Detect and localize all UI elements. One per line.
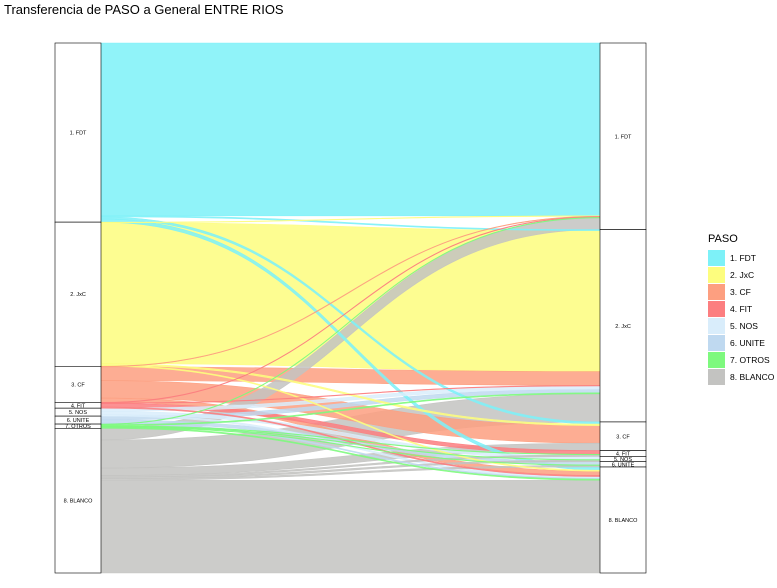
left-stratum-label-5-nos: 5. NOS (69, 410, 87, 416)
legend-label: 8. BLANCO (730, 371, 775, 382)
left-stratum-label-6-unite: 6. UNITE (67, 418, 90, 424)
left-stratum-label-4-fit: 4. FIT (71, 403, 86, 409)
left-stratum-label-1-fdt: 1. FDT (70, 131, 87, 137)
left-stratum-label-3-cf: 3. CF (71, 382, 85, 388)
legend-swatch (708, 266, 725, 283)
legend-label: 1. FDT (730, 252, 756, 263)
left-stratum-1-fdt (54, 42, 102, 223)
legend-item-7-otros: 7. OTROS (708, 351, 774, 368)
legend-swatch (708, 334, 725, 351)
right-stratum-label-6-unite: 6. UNITE (612, 462, 635, 468)
chart-title: Transferencia de PASO a General ENTRE RI… (4, 2, 284, 17)
legend: PASO 1. FDT 2. JxC 3. CF 4. FIT 5. NOS 6. UNI… (708, 233, 774, 385)
legend-label: 2. JxC (730, 269, 755, 280)
legend-swatch (708, 300, 725, 317)
right-stratum-2-jxc (599, 229, 647, 423)
right-stratum-label-2-jxc: 2. JxC (615, 324, 631, 330)
legend-swatch (708, 317, 725, 334)
right-stratum-1-fdt (599, 42, 647, 230)
left-stratum-label-8-blanco: 8. BLANCO (64, 499, 93, 505)
left-stratum-2-jxc (54, 221, 102, 367)
legend-item-3-cf: 3. CF (708, 283, 774, 300)
right-stratum-8-blanco (599, 466, 647, 574)
flows-layer (100, 42, 601, 574)
left-stratum-3-cf (54, 365, 102, 403)
left-stratum-8-blanco (54, 428, 102, 574)
legend-title: PASO (708, 233, 738, 245)
flow-1-fdt-to-1-fdt (100, 42, 601, 217)
legend-swatch (708, 351, 725, 368)
legend-swatch (708, 283, 725, 300)
legend-swatch (708, 368, 725, 385)
legend-label: 3. CF (730, 286, 751, 297)
legend-label: 6. UNITE (730, 337, 765, 348)
right-stratum-label-5-nos: 5. NOS (614, 457, 632, 463)
legend-items: 1. FDT 2. JxC 3. CF 4. FIT 5. NOS 6. UNITE 7. … (708, 249, 774, 385)
flow-8-blanco-to-8-blanco (100, 479, 601, 574)
legend-item-5-nos: 5. NOS (708, 317, 774, 334)
legend-item-8-blanco: 8. BLANCO (708, 368, 774, 385)
right-stratum-3-cf (599, 421, 647, 451)
legend-item-6-unite: 6. UNITE (708, 334, 774, 351)
legend-label: 5. NOS (730, 320, 758, 331)
right-stratum-label-8-blanco: 8. BLANCO (609, 518, 638, 524)
legend-item-4-fit: 4. FIT (708, 300, 774, 317)
right-stratum-label-1-fdt: 1. FDT (615, 134, 632, 140)
legend-label: 4. FIT (730, 303, 753, 314)
right-stratum-label-4-fit: 4. FIT (616, 451, 631, 457)
legend-label: 7. OTROS (730, 354, 770, 365)
right-stratum-label-3-cf: 3. CF (616, 434, 630, 440)
legend-swatch (708, 249, 725, 266)
flow-2-jxc-to-2-jxc (100, 222, 601, 372)
legend-item-2-jxc: 2. JxC (708, 266, 774, 283)
left-stratum-label-7-otros: 7. OTROS (65, 424, 91, 430)
legend-item-1-fdt: 1. FDT (708, 249, 774, 266)
left-stratum-label-2-jxc: 2. JxC (70, 292, 86, 298)
